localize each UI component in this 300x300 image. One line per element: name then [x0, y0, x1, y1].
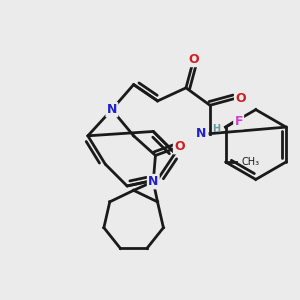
Text: O: O [188, 53, 199, 66]
Text: CH₃: CH₃ [242, 157, 260, 167]
Text: O: O [235, 92, 246, 105]
Text: N: N [148, 175, 158, 188]
Text: F: F [234, 115, 243, 128]
Text: N: N [196, 127, 206, 140]
Text: H: H [212, 124, 220, 134]
Text: O: O [174, 140, 185, 153]
Text: N: N [106, 103, 117, 116]
